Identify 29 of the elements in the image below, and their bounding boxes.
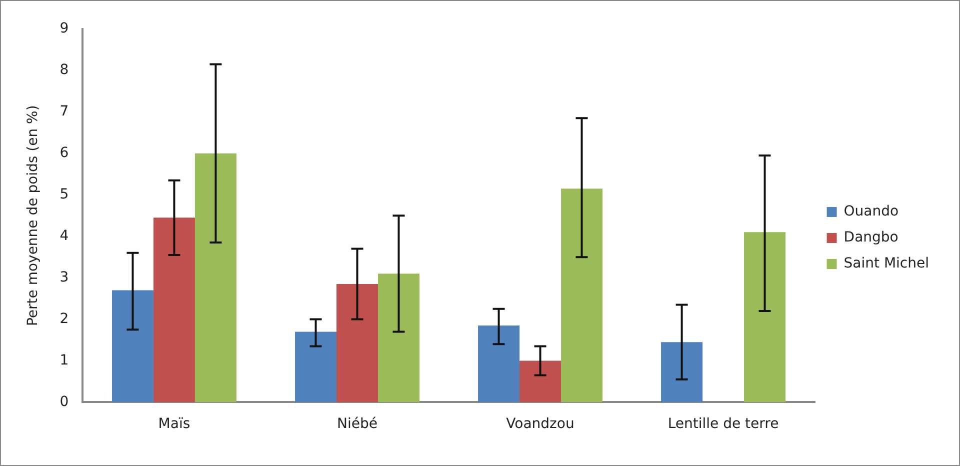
bar — [153, 218, 195, 402]
bar — [478, 325, 520, 402]
y-tick-label: 7 — [60, 104, 69, 120]
legend-label: Ouando — [844, 204, 899, 220]
y-tick-label: 9 — [60, 20, 69, 37]
x-tick-label: Lentille de terre — [668, 416, 779, 432]
bar — [520, 360, 561, 402]
bar — [661, 342, 703, 402]
y-tick-label: 6 — [60, 145, 69, 162]
x-tick-label: Maïs — [158, 416, 190, 432]
y-axis-title: Perte moyenne de poids (en %) — [25, 105, 42, 326]
x-tick-label: Niébé — [336, 416, 378, 432]
bar — [112, 290, 154, 402]
x-tick-label: Voandzou — [506, 416, 574, 432]
legend-label: Dangbo — [844, 230, 898, 246]
bar — [744, 232, 786, 402]
y-tick-label: 4 — [60, 228, 69, 244]
bar — [336, 284, 378, 402]
y-tick-label: 1 — [60, 352, 69, 368]
y-tick-label: 2 — [60, 310, 69, 327]
legend-label: Saint Michel — [844, 256, 930, 272]
y-tick-label: 0 — [60, 394, 69, 410]
y-tick-label: 5 — [60, 186, 69, 203]
bar — [194, 153, 236, 402]
y-tick-label: 8 — [60, 62, 69, 78]
bar — [378, 274, 420, 402]
y-tick-label: 3 — [60, 269, 69, 286]
bar — [561, 188, 602, 402]
bar — [295, 332, 336, 402]
